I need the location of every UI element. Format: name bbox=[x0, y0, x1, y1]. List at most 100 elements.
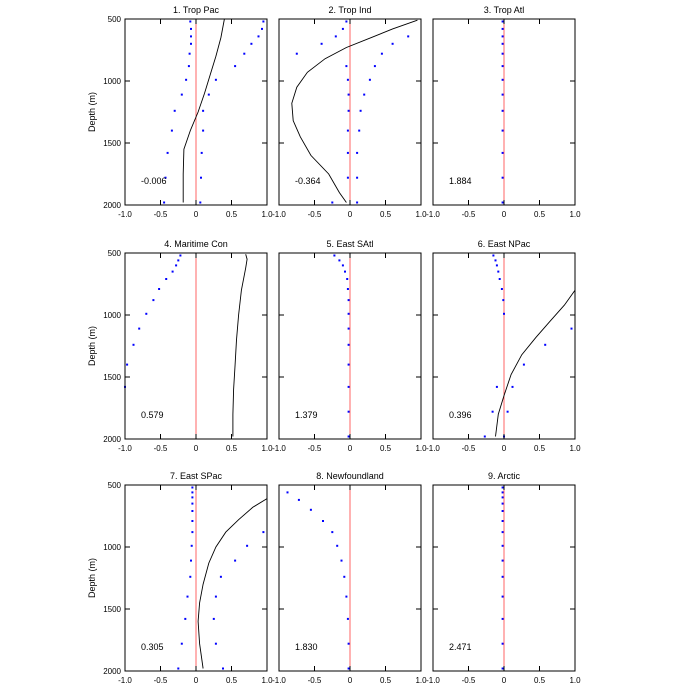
data-point bbox=[179, 254, 182, 257]
data-point bbox=[214, 78, 217, 81]
data-point bbox=[191, 486, 194, 489]
data-point bbox=[346, 617, 349, 620]
data-point bbox=[373, 65, 376, 68]
panel-3: -1.0 -0.5 0 0.5 1.0 3. Trop Atl 1.884 bbox=[426, 5, 581, 219]
data-point bbox=[170, 129, 173, 132]
data-point bbox=[338, 259, 341, 262]
panel-annotation: 1.884 bbox=[449, 176, 472, 186]
data-point bbox=[191, 510, 194, 512]
x-tick-label: -1.0 bbox=[426, 210, 440, 219]
data-point bbox=[492, 254, 495, 257]
data-point bbox=[501, 491, 504, 494]
panel-title: 9. Arctic bbox=[488, 471, 521, 481]
data-point bbox=[295, 52, 298, 55]
data-point bbox=[286, 491, 289, 494]
data-point bbox=[501, 617, 504, 620]
data-point bbox=[190, 544, 193, 547]
data-point bbox=[214, 595, 217, 598]
data-point bbox=[191, 531, 194, 534]
data-point bbox=[219, 575, 222, 578]
y-tick-label: 2000 bbox=[103, 435, 121, 444]
data-point bbox=[501, 510, 504, 512]
panel-title: 2. Trop Ind bbox=[328, 5, 371, 15]
data-point bbox=[189, 575, 192, 578]
panel-title: 8. Newfoundland bbox=[316, 471, 384, 481]
data-point bbox=[511, 385, 514, 388]
panel-title: 7. East SPac bbox=[170, 471, 223, 481]
data-point bbox=[138, 327, 141, 330]
data-point bbox=[501, 502, 504, 505]
data-point bbox=[190, 35, 192, 38]
data-point bbox=[234, 559, 237, 562]
data-point bbox=[347, 667, 350, 670]
data-point bbox=[500, 288, 503, 290]
x-tick-label: 0.5 bbox=[226, 210, 238, 219]
data-point bbox=[345, 65, 348, 68]
data-point bbox=[346, 151, 349, 154]
x-tick-label: -0.5 bbox=[154, 210, 168, 219]
x-tick-label: -1.0 bbox=[118, 444, 132, 453]
data-point bbox=[501, 27, 504, 30]
data-point bbox=[322, 520, 324, 522]
data-point bbox=[501, 544, 504, 547]
data-point bbox=[497, 270, 500, 273]
panel-2: -1.0 -0.5 0 0.5 1.0 2. Trop Ind -0.364 bbox=[272, 5, 427, 219]
data-point bbox=[346, 176, 349, 179]
data-point bbox=[347, 327, 350, 330]
x-tick-label: -0.5 bbox=[308, 210, 322, 219]
x-tick-label: 0 bbox=[502, 676, 507, 685]
data-point bbox=[501, 52, 504, 55]
data-point bbox=[163, 201, 166, 204]
data-point bbox=[180, 642, 183, 645]
panel-annotation: 0.305 bbox=[141, 642, 164, 652]
data-point bbox=[346, 129, 349, 132]
x-tick-label: -0.5 bbox=[154, 444, 168, 453]
x-tick-label: 0.5 bbox=[380, 676, 392, 685]
x-tick-label: 0.5 bbox=[534, 444, 546, 453]
y-tick-label: 2000 bbox=[103, 667, 121, 676]
y-tick-label: 1000 bbox=[103, 77, 121, 86]
data-point bbox=[212, 617, 215, 620]
x-tick-label: 0 bbox=[194, 444, 199, 453]
x-tick-label: -1.0 bbox=[272, 210, 286, 219]
x-tick-label: 0.5 bbox=[380, 210, 392, 219]
y-tick-label: 500 bbox=[108, 15, 122, 24]
data-point bbox=[190, 27, 192, 30]
data-point bbox=[214, 642, 217, 645]
data-point bbox=[186, 595, 189, 598]
data-point bbox=[200, 151, 203, 154]
data-point bbox=[165, 278, 168, 280]
y-axis-label: Depth (m) bbox=[87, 92, 97, 132]
data-point bbox=[191, 502, 194, 505]
data-point bbox=[261, 27, 263, 30]
x-tick-label: 0 bbox=[502, 444, 507, 453]
data-point bbox=[356, 201, 359, 204]
panel-title: 5. East SAtl bbox=[326, 239, 373, 249]
data-point bbox=[347, 385, 350, 388]
panel-4: -1.0 -0.5 0 0.5 1.0 500 1000 1500 2000 4. Maritim… bbox=[87, 239, 273, 453]
data-point bbox=[491, 410, 494, 413]
data-point bbox=[202, 109, 205, 112]
panel-annotation: 1.379 bbox=[295, 410, 318, 420]
x-tick-label: -1.0 bbox=[118, 210, 132, 219]
x-tick-label: 0 bbox=[502, 210, 507, 219]
data-point bbox=[188, 52, 191, 55]
data-point bbox=[191, 520, 194, 522]
x-tick-label: -0.5 bbox=[462, 676, 476, 685]
panel-8: -1.0 -0.5 0 0.5 1.0 8. Newfoundland 1.830 bbox=[272, 471, 427, 685]
data-point bbox=[171, 270, 174, 273]
panel-9: -1.0 -0.5 0 0.5 1.0 9. Arctic 2.471 bbox=[426, 471, 581, 685]
data-point bbox=[347, 299, 350, 302]
data-point bbox=[297, 498, 300, 501]
data-point bbox=[345, 20, 348, 23]
data-point bbox=[501, 78, 504, 81]
data-point bbox=[503, 312, 505, 315]
data-point bbox=[501, 65, 504, 68]
data-point bbox=[501, 559, 504, 562]
data-point bbox=[191, 496, 194, 499]
data-point bbox=[368, 78, 371, 81]
data-point bbox=[199, 201, 202, 204]
data-point bbox=[347, 109, 350, 112]
data-point bbox=[262, 531, 265, 534]
x-tick-label: -0.5 bbox=[308, 676, 322, 685]
